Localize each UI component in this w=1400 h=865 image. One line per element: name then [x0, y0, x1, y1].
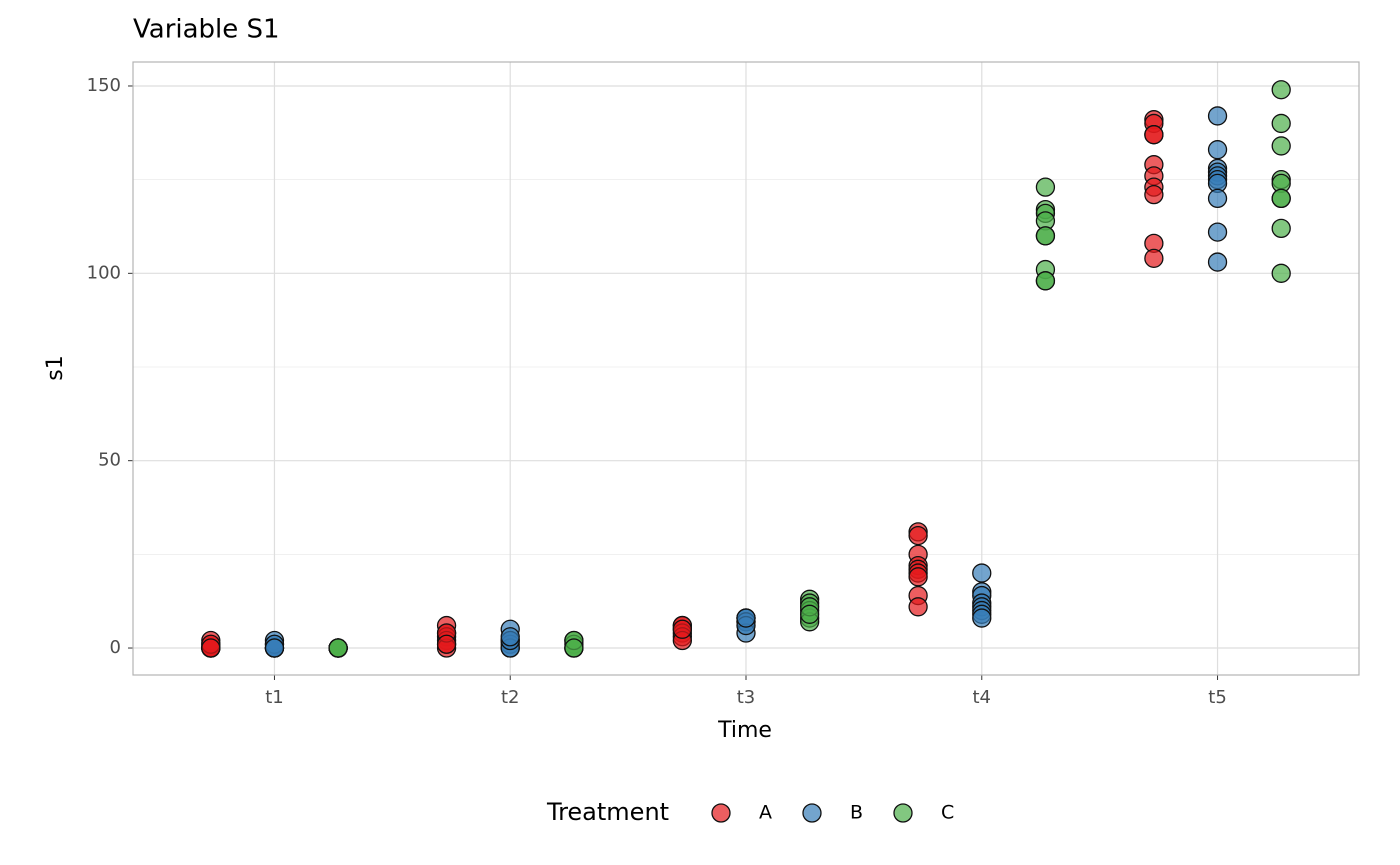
- x-tick-label: t1: [265, 687, 284, 708]
- point: [1271, 188, 1291, 209]
- y-tick-label: 150: [87, 75, 121, 96]
- point: [436, 634, 457, 654]
- point: [1271, 263, 1291, 283]
- legend-marker: [893, 803, 913, 823]
- point: [908, 597, 928, 617]
- y-tick-label: 0: [110, 637, 121, 658]
- x-tick-label: t3: [737, 687, 756, 708]
- plot-border: [132, 61, 1360, 676]
- point: [1271, 136, 1291, 156]
- point: [1144, 125, 1164, 145]
- point: [1207, 188, 1228, 209]
- legend-marker: [711, 803, 731, 823]
- point: [1271, 80, 1291, 100]
- x-axis-label: Time: [717, 718, 772, 743]
- point: [201, 638, 221, 658]
- point: [1035, 177, 1056, 197]
- legend-marker: [802, 803, 822, 823]
- point: [1207, 252, 1228, 272]
- legend-title: Treatment: [546, 798, 669, 826]
- point: [1144, 184, 1164, 205]
- legend-label: C: [941, 802, 954, 824]
- legend-label: B: [850, 802, 863, 824]
- point: [1207, 222, 1228, 242]
- point: [1144, 248, 1164, 268]
- point: [1271, 218, 1291, 239]
- point: [1035, 226, 1056, 246]
- point: [328, 638, 348, 658]
- y-axis-label: s1: [43, 355, 68, 380]
- point: [264, 638, 285, 658]
- legend-label: A: [759, 802, 772, 824]
- point: [800, 604, 820, 624]
- point: [736, 608, 756, 628]
- y-tick-label: 50: [98, 450, 121, 471]
- point: [500, 627, 520, 647]
- point: [672, 619, 692, 639]
- x-tick-label: t4: [973, 687, 992, 708]
- point: [908, 525, 928, 546]
- point: [908, 567, 928, 587]
- x-tick-label: t5: [1208, 687, 1227, 708]
- point: [1207, 140, 1228, 160]
- point: [972, 608, 992, 628]
- point: [1271, 113, 1291, 134]
- chart-title: Variable S1: [133, 15, 280, 45]
- point: [1207, 106, 1228, 126]
- point: [564, 638, 584, 658]
- x-tick-label: t2: [501, 687, 520, 708]
- point: [1035, 271, 1056, 291]
- y-tick-label: 100: [87, 262, 121, 283]
- point: [972, 563, 992, 583]
